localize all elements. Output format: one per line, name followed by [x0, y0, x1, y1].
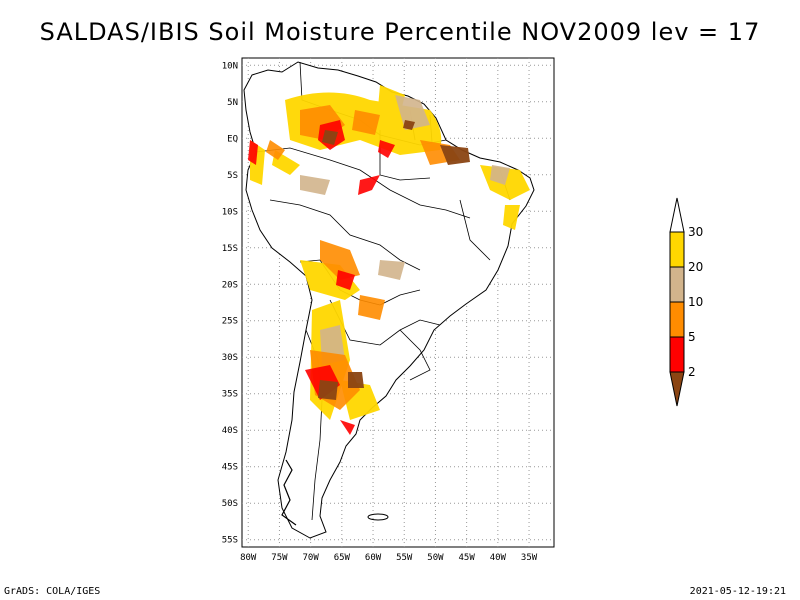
lat-label: 35S: [222, 390, 238, 400]
legend-label: 20: [688, 260, 703, 274]
lat-label: 5N: [227, 98, 238, 108]
colorbar-legend: 2 5 10 20 30: [669, 197, 703, 407]
lon-label: 55W: [396, 553, 413, 563]
lat-label: 40S: [222, 426, 238, 436]
lat-label: 10S: [222, 207, 238, 217]
legend-swatch: [669, 231, 685, 268]
latitude-labels: 10N 5N EQ 5S 10S 15S 20S 25S 30S 35S 40S 45S 50S 55S: [222, 61, 238, 545]
legend-arrow-low: [669, 371, 685, 407]
map-title: SALDAS/IBIS Soil Moisture Percentile NOV…: [39, 18, 761, 46]
lat-label: 10N: [222, 61, 238, 71]
legend-label: 2: [688, 365, 696, 379]
lat-label: EQ: [227, 134, 238, 144]
legend-label: 10: [688, 295, 703, 309]
lat-label: 20S: [222, 280, 238, 290]
footer-credit: GrADS: COLA/IGES: [4, 586, 101, 597]
lat-label: 5S: [227, 171, 238, 181]
legend-swatch: [669, 301, 685, 338]
lon-label: 35W: [521, 553, 538, 563]
lon-label: 70W: [303, 553, 320, 563]
legend-label: 30: [688, 225, 703, 239]
legend-swatch: [669, 336, 685, 373]
longitude-labels: 80W 75W 70W 65W 60W 55W 50W 45W 40W 35W: [240, 553, 538, 563]
soil-moisture-patches: [248, 85, 530, 435]
lat-label: 50S: [222, 499, 238, 509]
lon-label: 40W: [490, 553, 507, 563]
legend-swatch: [669, 266, 685, 303]
lon-label: 75W: [271, 553, 288, 563]
lon-label: 65W: [334, 553, 351, 563]
footer-timestamp: 2021-05-12-19:21: [689, 586, 786, 597]
lon-label: 50W: [427, 553, 444, 563]
lon-label: 60W: [365, 553, 382, 563]
legend-label: 5: [688, 330, 696, 344]
falkland-islands: [367, 513, 389, 521]
lat-label: 55S: [222, 536, 238, 546]
lon-label: 80W: [240, 553, 257, 563]
lat-label: 30S: [222, 353, 238, 363]
lat-label: 15S: [222, 244, 238, 254]
lon-label: 45W: [459, 553, 476, 563]
lat-label: 25S: [222, 317, 238, 327]
lat-label: 45S: [222, 463, 238, 473]
legend-arrow-high: [669, 197, 685, 233]
coastal-islands: [281, 459, 297, 526]
